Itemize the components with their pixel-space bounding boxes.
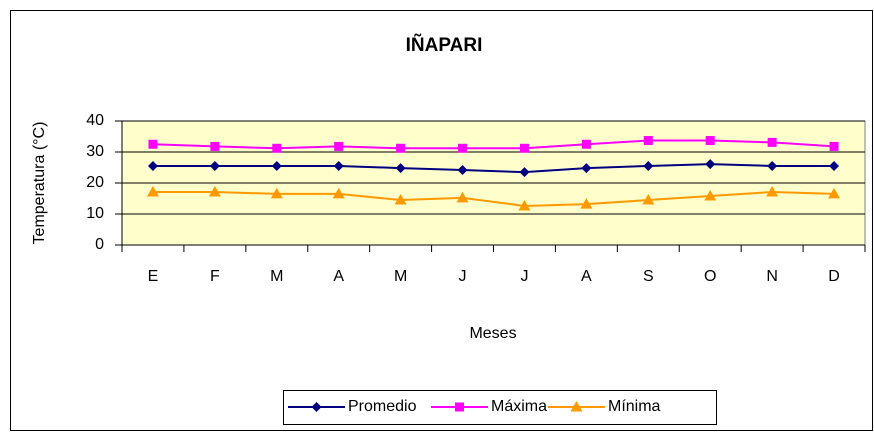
x-tick-label: O bbox=[704, 268, 716, 285]
chart-title: IÑAPARI bbox=[406, 34, 483, 56]
data-point bbox=[334, 141, 344, 151]
legend-label: Máxima bbox=[491, 398, 547, 415]
legend-marker bbox=[311, 402, 322, 412]
legend bbox=[283, 390, 717, 425]
data-point bbox=[580, 198, 593, 209]
data-point bbox=[332, 187, 345, 199]
data-point bbox=[829, 141, 839, 151]
data-point bbox=[767, 160, 778, 171]
data-point bbox=[828, 187, 841, 199]
y-axis-label: Temperatura (°C) bbox=[31, 122, 48, 245]
y-tick-label: 10 bbox=[86, 205, 104, 222]
data-point bbox=[581, 163, 592, 174]
x-tick-label: J bbox=[459, 268, 467, 285]
data-point bbox=[519, 143, 529, 153]
data-point bbox=[829, 160, 840, 171]
data-point bbox=[457, 164, 468, 175]
x-tick-label: A bbox=[581, 268, 592, 285]
legend-label: Promedio bbox=[348, 398, 417, 415]
series-line bbox=[152, 190, 835, 207]
y-tick-label: 20 bbox=[86, 174, 104, 191]
data-point bbox=[210, 141, 220, 151]
y-tick-label: 0 bbox=[95, 236, 104, 253]
legend-marker bbox=[570, 401, 583, 412]
data-point bbox=[272, 143, 282, 153]
y-tick-label: 40 bbox=[86, 112, 104, 129]
data-point bbox=[394, 194, 407, 205]
data-point bbox=[395, 163, 406, 174]
data-point bbox=[643, 160, 654, 171]
data-point bbox=[209, 160, 220, 171]
data-point bbox=[767, 137, 777, 147]
data-point bbox=[518, 199, 531, 211]
data-point bbox=[519, 167, 530, 178]
data-point bbox=[458, 143, 468, 153]
x-tick-label: N bbox=[766, 268, 778, 285]
legend-label: Mínima bbox=[608, 398, 661, 415]
data-point bbox=[271, 160, 282, 171]
data-point bbox=[643, 136, 653, 146]
data-point bbox=[148, 139, 158, 149]
series-line bbox=[152, 163, 835, 174]
x-tick-label: E bbox=[148, 268, 159, 285]
data-point bbox=[766, 185, 779, 197]
data-point bbox=[333, 160, 344, 171]
data-point bbox=[146, 185, 159, 197]
x-axis-label: Meses bbox=[469, 325, 516, 342]
x-tick-label: D bbox=[828, 268, 840, 285]
x-tick-label: J bbox=[520, 268, 528, 285]
data-point bbox=[704, 190, 717, 201]
legend-marker bbox=[455, 402, 464, 412]
data-point bbox=[208, 185, 221, 197]
x-tick-label: F bbox=[210, 268, 220, 285]
data-point bbox=[705, 136, 715, 146]
x-tick-label: S bbox=[643, 268, 654, 285]
data-point bbox=[456, 191, 469, 203]
x-tick-label: M bbox=[394, 268, 407, 285]
data-point bbox=[705, 159, 716, 170]
data-point bbox=[642, 194, 655, 205]
data-point bbox=[147, 160, 158, 171]
y-tick-label: 30 bbox=[86, 143, 104, 160]
x-tick-label: M bbox=[270, 268, 283, 285]
data-point bbox=[270, 187, 283, 199]
data-point bbox=[581, 139, 591, 149]
data-point bbox=[396, 143, 406, 153]
x-tick-label: A bbox=[333, 268, 344, 285]
series-line bbox=[152, 139, 835, 150]
